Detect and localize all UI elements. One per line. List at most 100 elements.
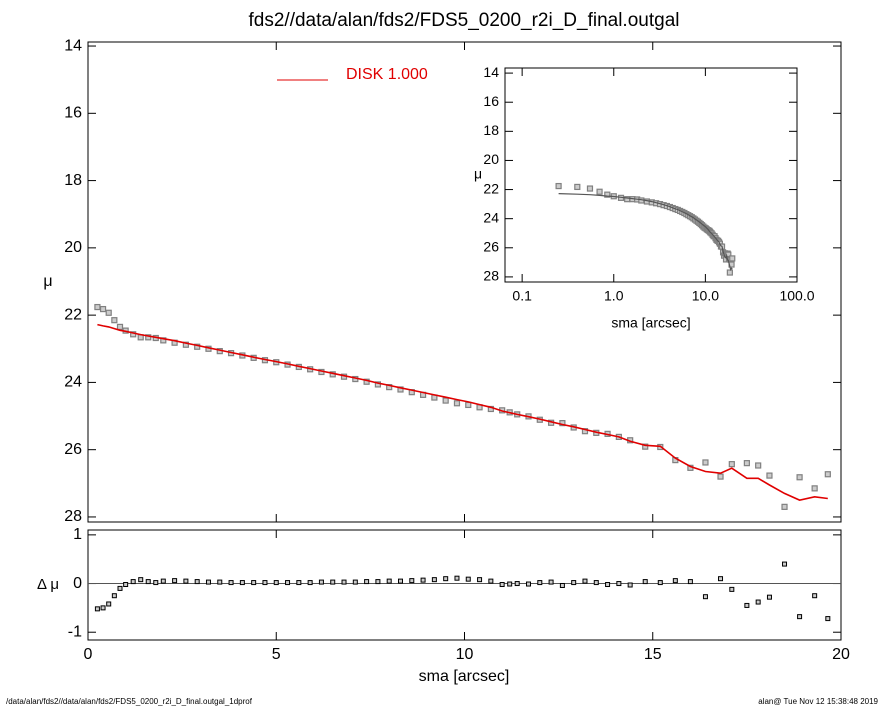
residual-point [825,616,831,622]
inset-data-point [596,188,603,195]
residual-point [145,579,151,585]
residual-point [251,580,257,586]
data-point [717,473,724,480]
residual-point [526,581,532,587]
residual-point [138,577,144,583]
y-tick-label: 16 [483,93,499,109]
y-tick-label: 0 [73,575,82,592]
residual-point [228,580,234,586]
residual-point [465,576,471,582]
residual-point [160,578,166,584]
residual-point [702,594,708,600]
residual-point [262,580,268,586]
footer-right: alan@ Tue Nov 12 15:38:48 2019 [758,697,878,706]
inset-y-label: μ [474,166,482,182]
data-point [766,472,773,479]
data-point [755,462,762,469]
residual-point [285,580,291,586]
residual-point [318,579,324,585]
residual-point [296,580,302,586]
x-tick-label: 10 [456,646,474,663]
y-tick-label: 20 [483,151,499,167]
y-tick-label: 22 [64,306,82,323]
residual-point [548,579,554,585]
residual-point [812,593,818,599]
y-tick-label: 20 [64,239,82,256]
residual-point [571,580,577,586]
residual-point [605,582,611,588]
y-tick-label: 24 [64,374,82,391]
residual-point [153,580,159,586]
residual-point [672,578,678,584]
data-point [465,401,472,409]
data-point [811,485,818,492]
residual-point [100,605,106,611]
residual-point [330,579,336,585]
residual-point [582,578,588,584]
data-point [116,323,124,331]
chart-title: fds2//data/alan/fds2/FDS5_0200_r2i_D_fin… [249,10,680,31]
residual-point [183,578,189,584]
data-point [111,317,118,324]
inset-data-point [555,182,562,190]
footer-left: /data/alan/fds2//data/alan/fds2/FDS5_020… [6,697,253,706]
data-point [781,503,788,510]
residual-point [409,578,415,584]
residual-point [782,561,788,567]
data-point [442,397,449,404]
y-tick-label: -1 [68,623,82,640]
residual-point [729,586,735,592]
data-point [796,474,803,481]
y-tick-label: 26 [64,441,82,458]
residual-point [352,579,358,585]
residual-frame [87,529,842,641]
x-tick-label: 100.0 [779,288,814,304]
data-point [397,386,404,393]
y-tick-label: 18 [483,122,499,138]
residual-point [106,601,112,607]
y-tick-label: 22 [483,180,499,196]
residual-point [397,578,403,584]
residual-point [744,602,750,608]
residual-point [130,579,136,585]
y-tick-label: 14 [483,64,499,80]
residual-point [657,580,663,586]
residual-point [797,614,803,620]
residual-point [111,593,117,599]
inset-x-label: sma [arcsec] [611,315,690,331]
residual-point [364,579,370,585]
x-tick-label: 20 [832,646,850,663]
data-point [824,471,831,478]
inset-data-point [586,185,594,192]
model-line [97,323,828,501]
x-tick-label: 0 [84,646,93,663]
residual-point [537,580,543,586]
y-tick-label: 16 [64,105,82,122]
data-point [105,309,112,316]
residual-point [514,581,520,587]
legend-label: DISK 1.000 [346,66,428,83]
x-tick-label: 15 [644,646,662,663]
residual-point [755,599,761,605]
inset-data-point [726,269,733,276]
x-tick-label: 10.0 [692,288,719,304]
data-point [728,461,735,468]
residual-point [94,606,100,612]
data-point [702,459,709,466]
residual-point [488,578,494,584]
y-tick-label: 28 [64,508,82,525]
residual-point [627,582,633,588]
data-point [99,305,107,313]
data-point [194,343,201,350]
x-tick-label: 1.0 [604,288,624,304]
residual-point [217,579,223,585]
y-tick-label: 1 [73,526,82,543]
residual-point [420,577,426,583]
x-axis-label: sma [arcsec] [419,668,510,685]
residual-point [766,594,772,600]
residual-point [593,580,599,586]
residual-point [375,579,381,585]
residual-point [443,576,449,582]
